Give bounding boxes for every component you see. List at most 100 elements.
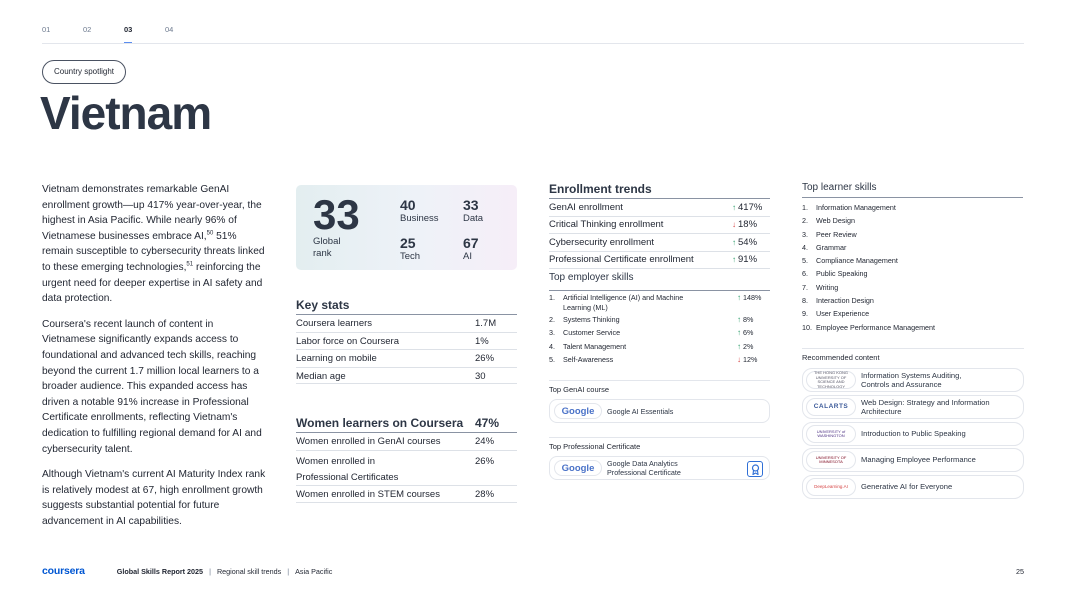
arrow-up-icon: ↑: [732, 255, 736, 265]
paragraph-1: Vietnam demonstrates remarkable GenAI en…: [42, 184, 265, 305]
list-item: 4. Talent Management ↑ 2%: [549, 341, 754, 351]
data-rank: 33 Data: [463, 197, 484, 224]
list-item: 7. Writing: [802, 282, 839, 292]
page-number: 25: [1016, 566, 1024, 576]
region-name: Asia Pacific: [295, 566, 333, 576]
report-name: Global Skills Report 2025: [116, 566, 204, 576]
table-row: Learning on mobile 26%: [296, 349, 517, 367]
arrow-down-icon: ↓: [737, 354, 741, 364]
recommended-heading: Recommended content: [802, 353, 880, 362]
recommended-card[interactable]: DeepLearning.AI Generative AI for Everyo…: [802, 475, 1024, 499]
list-item: 8. Interaction Design: [802, 296, 874, 306]
university-logo: UNIVERSITY of WASHINGTON: [806, 425, 856, 443]
divider: [549, 380, 770, 381]
arrow-up-icon: ↑: [737, 315, 741, 324]
list-item: 2. Systems Thinking ↑ 8%: [549, 315, 754, 324]
table-row: Professional Certificate enrollment ↑ 91%: [549, 252, 770, 269]
recommended-card[interactable]: CALARTS Web Design: Strategy and Informa…: [802, 395, 1024, 419]
list-item: 3. Peer Review: [802, 229, 857, 239]
key-stats-heading: Key stats: [296, 298, 350, 312]
tab-04[interactable]: 04: [165, 25, 174, 34]
genai-course-heading: Top GenAI course: [549, 385, 610, 394]
footer: coursera Global Skills Report 2025 | Reg…: [42, 565, 1024, 577]
table-row: Labor force on Coursera 1%: [296, 331, 517, 350]
learner-skills-heading: Top learner skills: [802, 182, 877, 193]
arrow-up-icon: ↑: [732, 237, 736, 247]
arrow-down-icon: ↓: [732, 220, 736, 230]
tab-02[interactable]: 02: [83, 25, 92, 34]
table-row: Women enrolled in GenAI courses 24%: [296, 432, 517, 450]
course-title: Generative AI for Everyone: [861, 482, 953, 492]
list-item: 5. Compliance Management: [802, 256, 898, 266]
genai-course-card[interactable]: Google Google AI Essentials: [549, 399, 770, 423]
business-rank: 40 Business: [400, 197, 439, 224]
recommended-card[interactable]: UNIVERSITY OF MINNESOTA Managing Employe…: [802, 448, 1024, 472]
learner-skills-list: 1. Information Management 2. Web Design 3.…: [802, 197, 1023, 336]
table-row: Women enrolled in STEM courses 28%: [296, 485, 517, 503]
recommended-card[interactable]: UNIVERSITY of WASHINGTON Introduction to…: [802, 422, 1024, 446]
paragraph-3: Although Vietnam's current AI Maturity I…: [42, 469, 266, 527]
table-row: Cybersecurity enrollment ↑ 54%: [549, 234, 770, 252]
key-stats-table: Coursera learners 1.7M Labor force on Cou…: [296, 314, 517, 384]
google-logo: Google: [554, 403, 602, 419]
table-row: GenAI enrollment ↑ 417%: [549, 199, 770, 217]
deeplearning-ai-logo: DeepLearning.AI: [806, 478, 856, 496]
page-title: Vietnam: [40, 87, 212, 139]
footnote-ref[interactable]: 50: [206, 230, 214, 237]
list-item: 9. User Experience: [802, 309, 870, 319]
tabs-divider: [42, 43, 1024, 44]
list-item: 3. Customer Service ↑ 6%: [549, 328, 754, 338]
prof-cert-heading: Top Professional Certificate: [549, 442, 641, 451]
list-item: 10. Employee Performance Management: [802, 322, 936, 332]
course-title: Google Data Analytics Professional Certi…: [607, 459, 681, 477]
arrow-up-icon: ↑: [737, 328, 741, 338]
women-learners-table: Women enrolled in GenAI courses 24% Women…: [296, 432, 517, 503]
separator: |: [209, 566, 211, 576]
section-name: Regional skill trends: [216, 566, 282, 576]
body-text: Vietnam demonstrates remarkable GenAI en…: [42, 182, 268, 539]
list-item: 5. Self-Awareness ↓ 12%: [549, 354, 758, 364]
google-logo: Google: [554, 460, 602, 476]
course-title: Managing Employee Performance: [861, 455, 976, 465]
enrollment-trends-heading: Enrollment trends: [549, 182, 652, 196]
separator: |: [287, 566, 290, 576]
list-item: 6. Public Speaking: [802, 269, 868, 279]
course-title: Introduction to Public Speaking: [861, 429, 966, 439]
tab-01[interactable]: 01: [42, 25, 51, 34]
divider: [802, 348, 1024, 349]
footnote-ref[interactable]: 51: [186, 261, 194, 268]
calarts-logo: CALARTS: [806, 398, 856, 416]
table-row: Median age 30: [296, 366, 517, 384]
arrow-up-icon: ↑: [737, 341, 741, 351]
paragraph-2: Coursera's recent launch of content in V…: [42, 318, 262, 455]
section-tabs: 01 02 03 04: [42, 25, 206, 44]
country-spotlight-badge: Country spotlight: [42, 60, 127, 84]
enrollment-table: GenAI enrollment ↑ 417% Critical Thinking …: [549, 198, 770, 269]
table-row: Critical Thinking enrollment ↓ 18%: [549, 217, 770, 234]
prof-cert-card[interactable]: Google Google Data Analytics Professiona…: [549, 456, 770, 480]
rank-card: 33 Global rank 40 Business 33 Data 25 Te…: [296, 185, 517, 270]
university-logo: THE HONG KONG UNIVERSITY OF SCIENCE AND …: [806, 370, 856, 389]
tab-03[interactable]: 03: [124, 25, 165, 44]
women-learners-heading: Women learners on Coursera: [296, 416, 464, 430]
global-rank-value: 33: [313, 191, 360, 238]
course-title: Web Design: Strategy and Information Arc…: [861, 397, 990, 417]
arrow-up-icon: ↑: [732, 202, 736, 212]
certificate-icon: [751, 463, 759, 475]
employer-skills-list: 1. Artificial Intelligence (AI) and Machi…: [549, 290, 770, 368]
list-item: 1. Artificial Intelligence (AI) and Machi…: [549, 293, 762, 312]
coursera-logo[interactable]: coursera: [42, 565, 85, 577]
table-row: Women enrolled in Professional Certifica…: [296, 450, 517, 485]
certificate-badge-icon: [747, 461, 763, 477]
arrow-up-icon: ↑: [737, 293, 741, 302]
list-item: 2. Web Design: [802, 216, 856, 226]
global-rank-label: Global rank: [313, 236, 341, 259]
list-item: 1. Information Management: [802, 203, 896, 212]
course-title: Google AI Essentials: [607, 406, 674, 416]
table-row: Coursera learners 1.7M: [296, 314, 517, 332]
university-logo: UNIVERSITY OF MINNESOTA: [806, 451, 856, 469]
divider: [549, 437, 770, 438]
ai-rank: 67 AI: [463, 235, 479, 262]
list-item: 4. Grammar: [802, 242, 847, 252]
recommended-card[interactable]: THE HONG KONG UNIVERSITY OF SCIENCE AND …: [802, 368, 1024, 392]
